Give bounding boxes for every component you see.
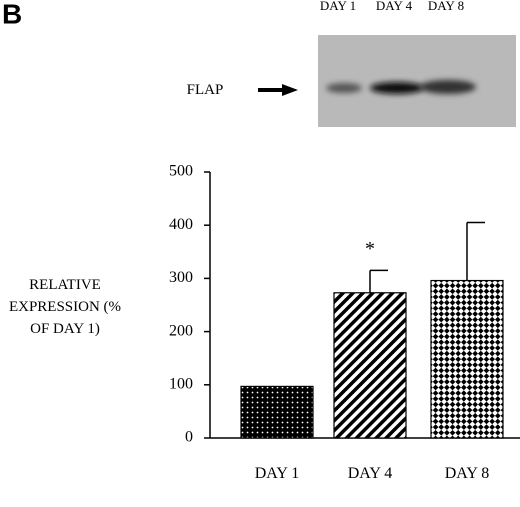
bar: [240, 385, 314, 439]
x-tick-label: DAY 4: [347, 465, 393, 482]
blot-band: [420, 80, 476, 94]
bar: [333, 292, 407, 439]
bar: [430, 279, 504, 439]
blot-band: [326, 83, 362, 93]
blot-lane-label: DAY 8: [427, 0, 465, 13]
y-tick-label: 200: [169, 322, 193, 339]
blot: [318, 35, 516, 127]
blot-label: FLAP: [186, 82, 224, 98]
x-tick-label: DAY 8: [444, 465, 490, 482]
blot-band: [370, 82, 424, 94]
blot-lane-label: DAY 4: [375, 0, 413, 13]
arrow-head: [282, 84, 298, 96]
y-tick-label: 0: [185, 429, 193, 446]
annotation: *: [365, 238, 375, 260]
panel-label: B: [2, 0, 22, 29]
blot-lane-label: DAY 1: [319, 0, 357, 13]
y-tick-label: 400: [169, 216, 193, 233]
y-tick-label: 100: [169, 375, 193, 392]
y-axis-label: RELATIVE EXPRESSION (% OF DAY 1): [8, 277, 122, 337]
x-tick-label: DAY 1: [254, 465, 300, 482]
y-tick-label: 300: [169, 269, 193, 286]
y-tick-label: 500: [169, 163, 193, 180]
